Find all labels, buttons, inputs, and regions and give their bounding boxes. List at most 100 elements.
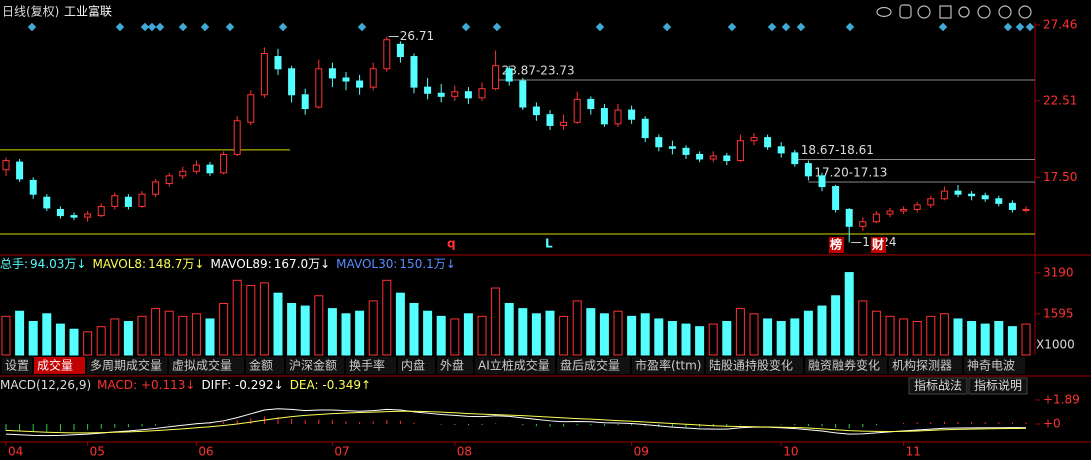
- tab-label[interactable]: 成交量: [37, 358, 73, 373]
- button-label[interactable]: 指标战法: [914, 378, 962, 393]
- tab-label[interactable]: AI立桩成交量: [478, 358, 550, 373]
- tab[interactable]: [889, 357, 962, 374]
- volume-bar: [531, 313, 541, 356]
- volume-bar: [355, 310, 365, 356]
- event-marker[interactable]: [155, 22, 165, 32]
- indicator-button[interactable]: [908, 377, 968, 395]
- tab[interactable]: [964, 357, 1025, 374]
- chart-marker[interactable]: L: [545, 237, 553, 251]
- chart-marker[interactable]: q: [447, 237, 456, 251]
- event-marker[interactable]: [845, 22, 855, 32]
- event-marker[interactable]: [147, 22, 157, 32]
- tab-label[interactable]: 机构探测器: [892, 358, 952, 373]
- event-marker[interactable]: [938, 22, 948, 32]
- tab[interactable]: [2, 357, 32, 374]
- volume-bar: [287, 302, 297, 356]
- event-marker[interactable]: [727, 22, 737, 32]
- event-marker[interactable]: [27, 22, 37, 32]
- tab[interactable]: [437, 357, 473, 374]
- tab-label[interactable]: 陆股通持股变化: [709, 358, 793, 373]
- volume-bar: [640, 313, 650, 356]
- event-marker[interactable]: [595, 22, 605, 32]
- event-marker[interactable]: [767, 22, 777, 32]
- tab[interactable]: [346, 357, 396, 374]
- volume-bar: [409, 302, 419, 356]
- settings-icon[interactable]: [977, 5, 991, 19]
- tab[interactable]: [169, 357, 244, 374]
- event-marker[interactable]: [781, 22, 791, 32]
- volume-bar: [151, 308, 161, 356]
- tab[interactable]: [475, 357, 555, 374]
- tab-label[interactable]: 内盘: [401, 358, 425, 373]
- event-marker[interactable]: [662, 22, 672, 32]
- tab[interactable]: [557, 357, 630, 374]
- event-marker[interactable]: [1003, 22, 1013, 32]
- tab[interactable]: [87, 357, 167, 374]
- volume-bar: [28, 321, 38, 356]
- marker-box: [829, 237, 844, 253]
- tab[interactable]: [805, 357, 887, 374]
- candle-body: [138, 193, 146, 207]
- candle-body: [505, 68, 513, 82]
- event-marker[interactable]: [1025, 22, 1035, 32]
- candle-body: [478, 88, 486, 99]
- event-marker[interactable]: [225, 22, 235, 32]
- tab[interactable]: [246, 357, 284, 374]
- tab-label[interactable]: 换手率: [349, 358, 385, 373]
- volume-bar: [450, 318, 460, 356]
- tab-label[interactable]: 神奇电波: [967, 359, 1015, 373]
- volume-bar: [137, 315, 147, 356]
- indicator-button[interactable]: [968, 377, 1028, 395]
- tab[interactable]: [706, 357, 803, 374]
- status-item: MACD: +0.113↓: [97, 378, 195, 392]
- volume-bar: [667, 321, 677, 356]
- doc-icon[interactable]: [939, 5, 952, 19]
- button-label[interactable]: 指标说明: [974, 378, 1022, 393]
- event-marker[interactable]: [796, 22, 806, 32]
- tab-label[interactable]: 多周期成交量: [90, 358, 162, 373]
- tab-label[interactable]: 盘后成交量: [560, 358, 620, 373]
- volume-bar: [219, 302, 229, 356]
- tab[interactable]: [398, 357, 435, 374]
- volume-bar: [735, 308, 745, 356]
- candle-body: [777, 146, 785, 154]
- event-marker[interactable]: [1015, 22, 1025, 32]
- tab[interactable]: [286, 357, 344, 374]
- event-marker[interactable]: [492, 22, 502, 32]
- hand-icon[interactable]: [899, 4, 912, 19]
- event-marker[interactable]: [278, 22, 288, 32]
- volume-bar: [1021, 323, 1031, 356]
- tab[interactable]: [632, 357, 704, 374]
- y-tick-label: +1.89: [1043, 392, 1080, 406]
- tab-label[interactable]: 融资融券变化: [808, 358, 880, 373]
- chart-marker[interactable]: 财: [871, 237, 884, 252]
- tab-label[interactable]: 市盈率(ttm): [635, 358, 701, 373]
- event-marker[interactable]: [461, 22, 471, 32]
- candle-body: [424, 86, 432, 94]
- event-marker[interactable]: [178, 22, 188, 32]
- scissors-icon[interactable]: [958, 6, 970, 18]
- volume-bar: [123, 321, 133, 356]
- event-marker[interactable]: [115, 22, 125, 32]
- chart-marker[interactable]: 榜: [830, 237, 842, 252]
- tab-label[interactable]: 金额: [249, 358, 273, 373]
- tab-label[interactable]: 外盘: [440, 358, 464, 373]
- candle-body: [641, 118, 649, 139]
- play-icon[interactable]: [917, 5, 931, 19]
- zoom-out-icon[interactable]: [1018, 5, 1032, 19]
- level-label: 18.67-18.61: [801, 143, 874, 157]
- volume-bar: [382, 279, 392, 356]
- event-marker[interactable]: [200, 22, 210, 32]
- candle-body: [655, 137, 663, 148]
- tab[interactable]: [34, 357, 85, 374]
- zoom-in-icon[interactable]: [998, 5, 1012, 19]
- volume-bar: [423, 310, 433, 356]
- tab-label[interactable]: 设置: [5, 359, 29, 373]
- x-tick-label: 04: [8, 445, 23, 459]
- x-tick-label: 07: [334, 445, 349, 459]
- tab-label[interactable]: 沪深金额: [289, 358, 337, 373]
- volume-bar: [368, 300, 378, 356]
- tab-label[interactable]: 虚拟成交量: [172, 358, 232, 373]
- eye-icon[interactable]: [876, 6, 892, 18]
- event-marker[interactable]: [357, 22, 367, 32]
